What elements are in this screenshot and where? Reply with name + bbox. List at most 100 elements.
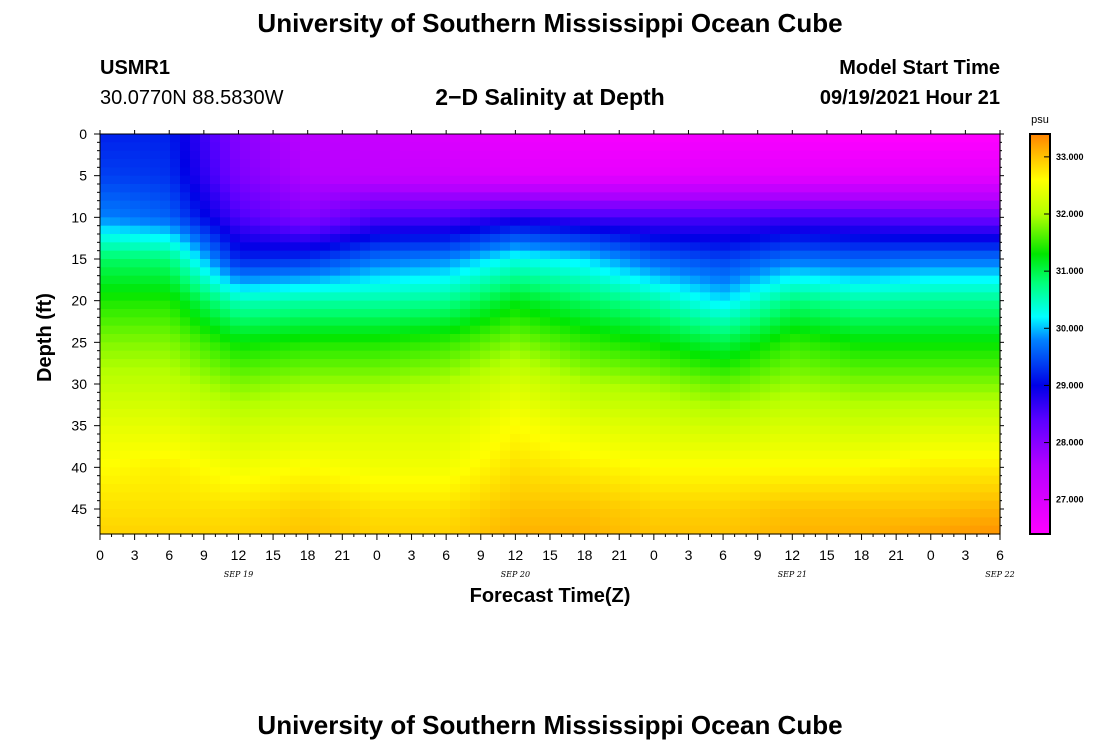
- heatmap-cell: [860, 517, 871, 527]
- heatmap-cell: [930, 175, 941, 185]
- heatmap-cell: [370, 225, 381, 235]
- heatmap-cell: [580, 342, 591, 352]
- heatmap-cell: [950, 159, 961, 168]
- heatmap-cell: [510, 284, 521, 293]
- heatmap-cell: [630, 500, 641, 510]
- heatmap-cell: [860, 275, 871, 285]
- heatmap-cell: [220, 225, 231, 235]
- heatmap-cell: [310, 267, 321, 277]
- heatmap-cell: [700, 267, 711, 277]
- heatmap-cell: [260, 259, 271, 268]
- heatmap-cell: [230, 417, 241, 427]
- heatmap-cell: [170, 167, 181, 177]
- heatmap-cell: [140, 134, 151, 143]
- heatmap-cell: [690, 400, 701, 410]
- heatmap-cell: [260, 459, 271, 468]
- heatmap-cell: [490, 184, 501, 193]
- heatmap-cell: [340, 442, 351, 452]
- heatmap-cell: [890, 392, 901, 402]
- heatmap-cell: [600, 225, 611, 235]
- heatmap-cell: [450, 475, 461, 485]
- heatmap-cell: [560, 450, 571, 460]
- heatmap-cell: [630, 325, 641, 335]
- heatmap-cell: [930, 475, 941, 485]
- heatmap-cell: [860, 475, 871, 485]
- heatmap-cell: [440, 334, 451, 343]
- heatmap-cell: [810, 400, 821, 410]
- heatmap-cell: [680, 500, 691, 510]
- heatmap-cell: [230, 159, 241, 168]
- heatmap-cell: [860, 392, 871, 402]
- heatmap-cell: [820, 134, 831, 143]
- heatmap-cell: [860, 317, 871, 327]
- heatmap-cell: [280, 367, 291, 377]
- heatmap-cell: [340, 300, 351, 310]
- heatmap-cell: [500, 400, 511, 410]
- heatmap-cell: [670, 375, 681, 385]
- heatmap-cell: [900, 250, 911, 260]
- heatmap-cell: [530, 184, 541, 193]
- heatmap-cell: [550, 459, 561, 468]
- heatmap-cell: [420, 475, 431, 485]
- heatmap-cell: [630, 400, 641, 410]
- heatmap-cell: [270, 342, 281, 352]
- heatmap-cell: [390, 134, 401, 143]
- heatmap-cell: [620, 159, 631, 168]
- heatmap-cell: [720, 184, 731, 193]
- heatmap-cell: [250, 359, 261, 368]
- heatmap-cell: [720, 417, 731, 427]
- heatmap-cell: [210, 234, 221, 243]
- heatmap-cell: [730, 142, 741, 152]
- heatmap-cell: [290, 250, 301, 260]
- heatmap-cell: [410, 134, 421, 143]
- heatmap-cell: [310, 167, 321, 177]
- heatmap-cell: [470, 242, 481, 252]
- heatmap-cell: [570, 350, 581, 360]
- heatmap-cell: [530, 517, 541, 527]
- heatmap-cell: [620, 525, 631, 535]
- heatmap-cell: [880, 409, 891, 418]
- heatmap-cell: [490, 325, 501, 335]
- heatmap-cell: [980, 275, 991, 285]
- heatmap-cell: [320, 434, 331, 443]
- heatmap-cell: [900, 325, 911, 335]
- heatmap-cell: [840, 517, 851, 527]
- heatmap-cell: [720, 467, 731, 477]
- heatmap-cell: [750, 517, 761, 527]
- heatmap-cell: [980, 267, 991, 277]
- heatmap-cell: [770, 442, 781, 452]
- heatmap-cell: [480, 309, 491, 318]
- heatmap-cell: [700, 209, 711, 218]
- heatmap-cell: [750, 450, 761, 460]
- heatmap-cell: [400, 500, 411, 510]
- heatmap-cell: [210, 317, 221, 327]
- heatmap-cell: [140, 167, 151, 177]
- heatmap-cell: [260, 375, 271, 385]
- heatmap-cell: [880, 400, 891, 410]
- heatmap-cell: [540, 292, 551, 302]
- heatmap-cell: [480, 384, 491, 393]
- heatmap-cell: [770, 300, 781, 310]
- heatmap-cell: [620, 184, 631, 193]
- heatmap-cell: [450, 425, 461, 435]
- heatmap-cell: [110, 475, 121, 485]
- heatmap-cell: [290, 459, 301, 468]
- heatmap-cell: [480, 175, 491, 185]
- heatmap-cell: [110, 225, 121, 235]
- heatmap-cell: [490, 509, 501, 518]
- heatmap-cell: [830, 409, 841, 418]
- heatmap-cell: [970, 200, 981, 210]
- heatmap-cell: [350, 467, 361, 477]
- heatmap-cell: [200, 392, 211, 402]
- heatmap-cell: [510, 500, 521, 510]
- heatmap-cell: [980, 409, 991, 418]
- heatmap-cell: [720, 242, 731, 252]
- heatmap-cell: [320, 209, 331, 218]
- heatmap-cell: [500, 434, 511, 443]
- heatmap-cell: [570, 517, 581, 527]
- heatmap-cell: [600, 292, 611, 302]
- heatmap-cell: [710, 225, 721, 235]
- heatmap-cell: [370, 142, 381, 152]
- heatmap-cell: [530, 434, 541, 443]
- heatmap-cell: [610, 242, 621, 252]
